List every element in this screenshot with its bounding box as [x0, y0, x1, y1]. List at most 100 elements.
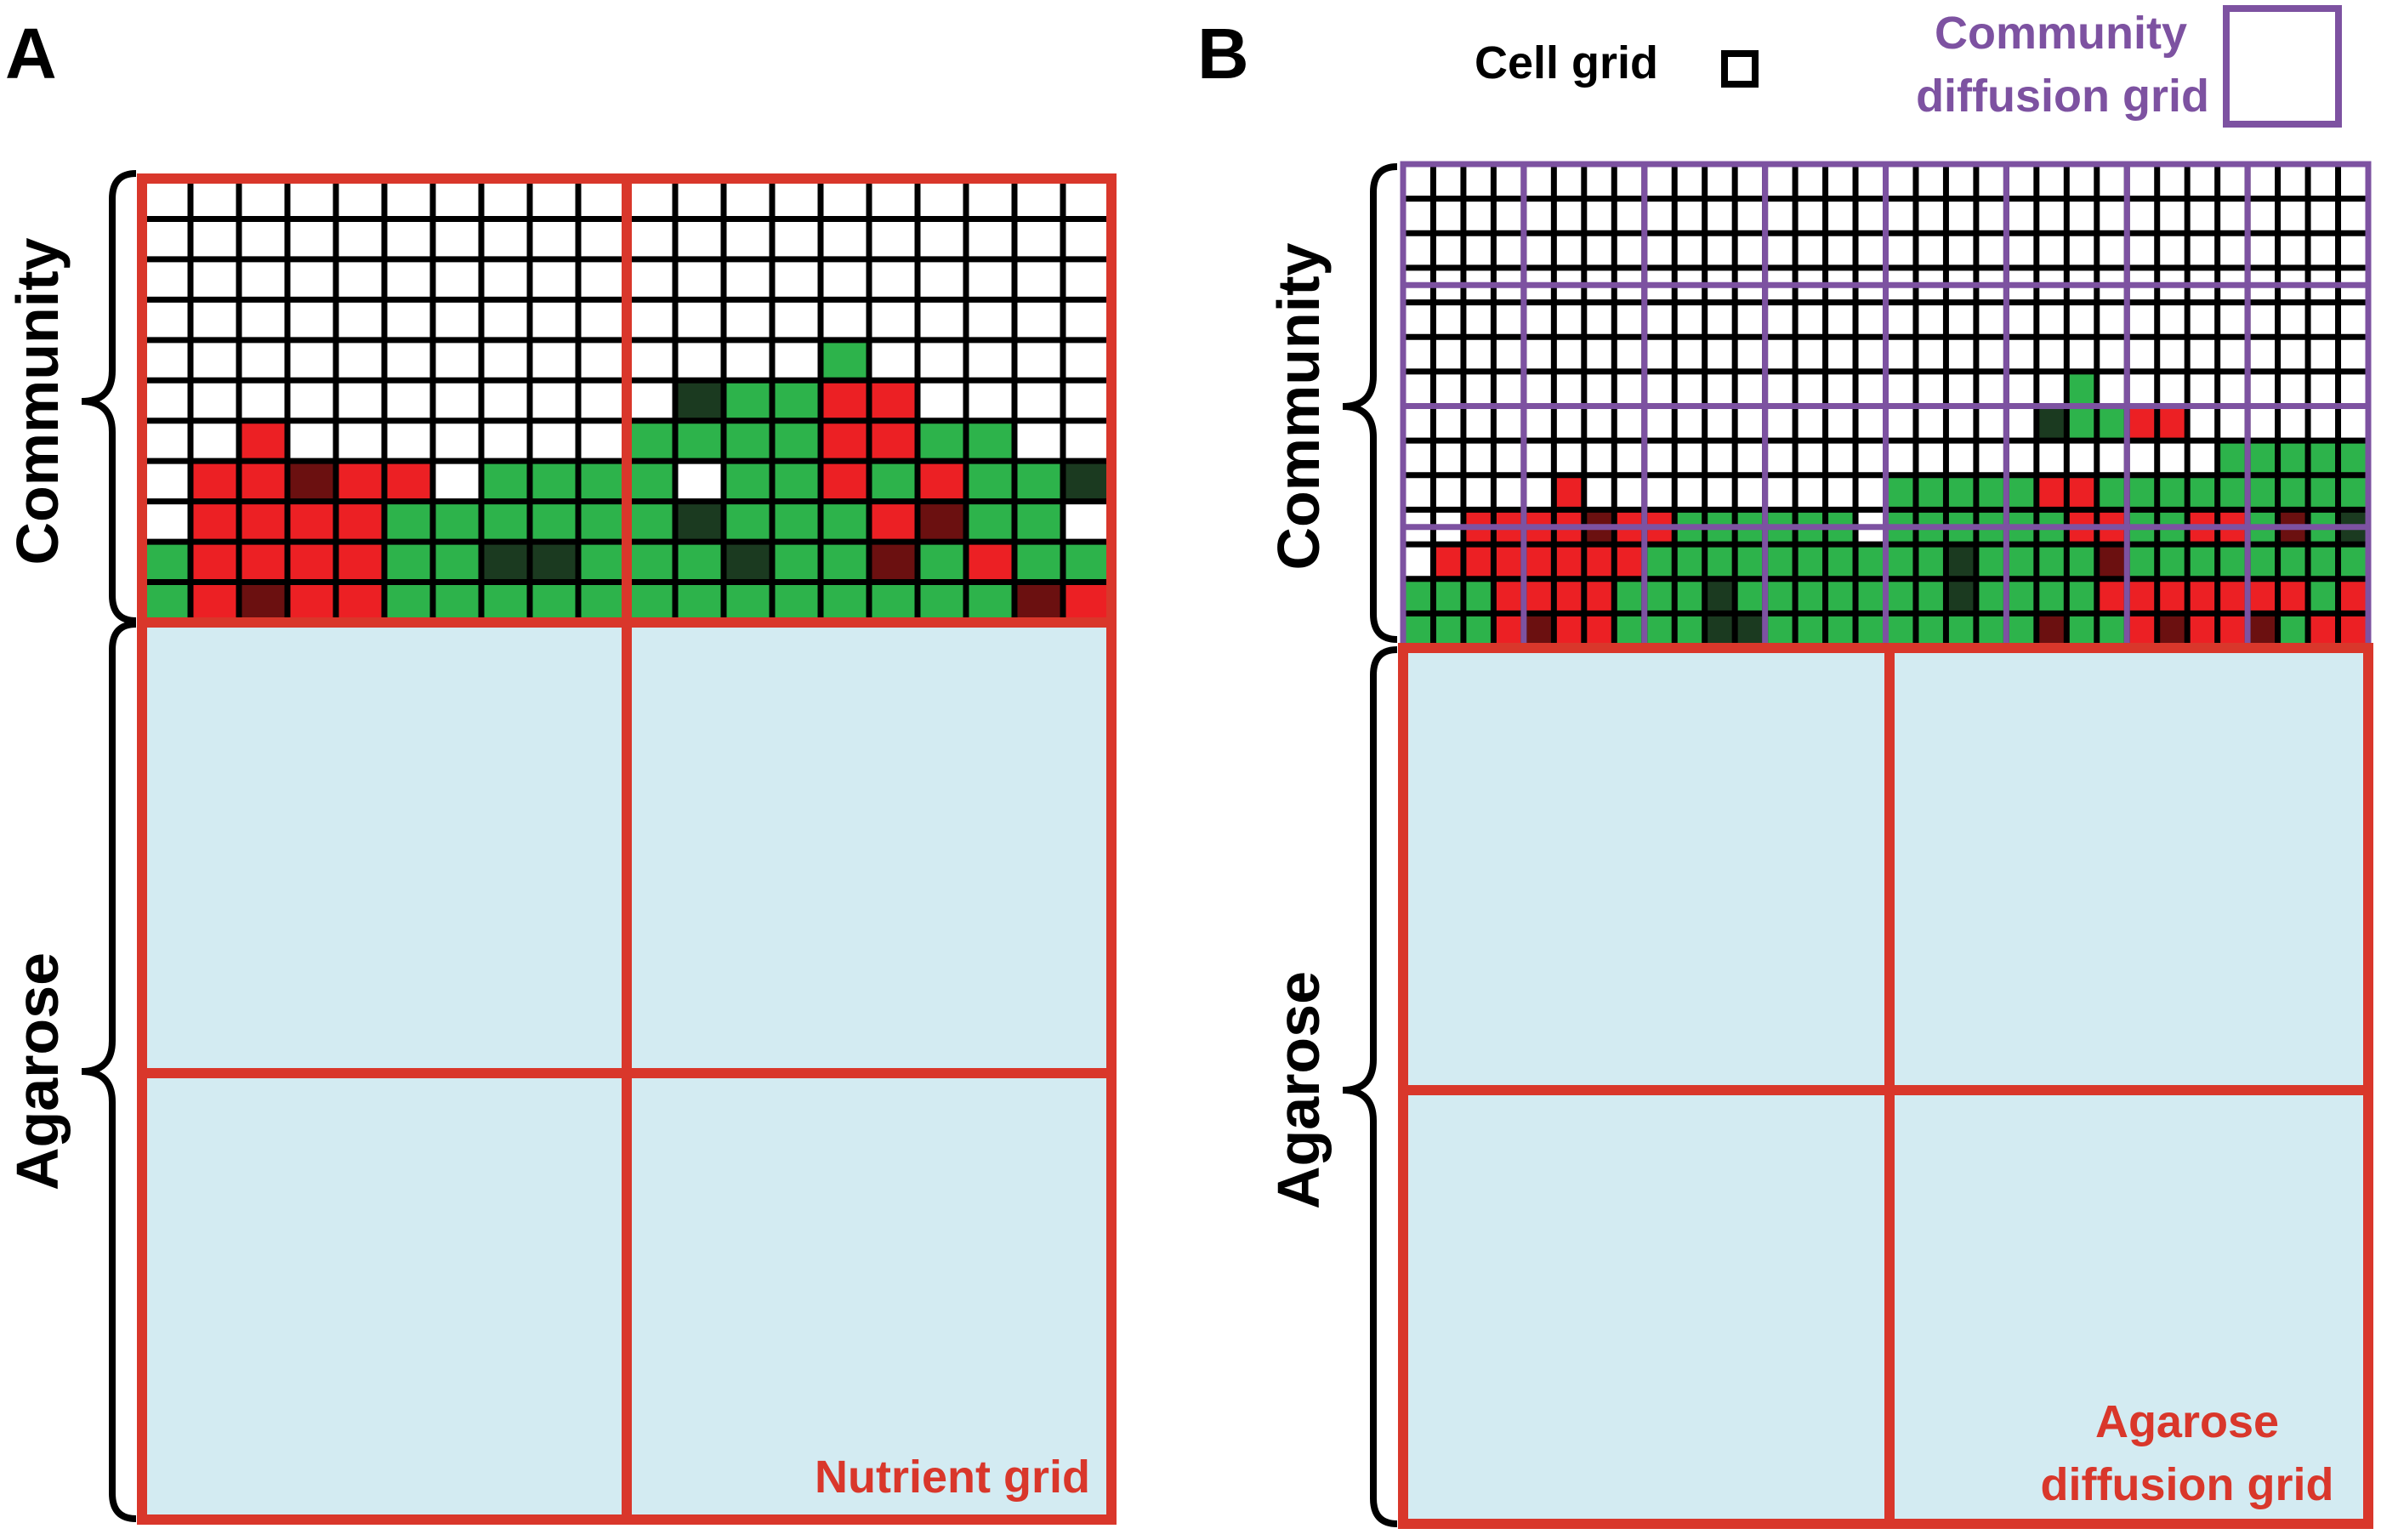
- green-cell: [1014, 461, 1063, 502]
- empty-cell: [1704, 406, 1736, 441]
- green-cell: [2308, 475, 2338, 510]
- empty-cell: [1463, 164, 1494, 199]
- empty-cell: [966, 219, 1014, 259]
- red-cell: [1614, 544, 1645, 579]
- empty-cell: [1644, 371, 1675, 406]
- dark-green-cell: [1704, 613, 1736, 648]
- green-cell: [2247, 475, 2278, 510]
- empty-cell: [821, 299, 869, 340]
- empty-cell: [1554, 233, 1584, 268]
- empty-cell: [675, 259, 724, 300]
- empty-cell: [2338, 164, 2368, 199]
- empty-cell: [1885, 440, 1916, 475]
- empty-cell: [1825, 406, 1856, 441]
- empty-cell: [627, 339, 675, 381]
- empty-cell: [1795, 337, 1826, 372]
- empty-cell: [1946, 233, 1976, 268]
- green-cell: [1764, 578, 1796, 614]
- empty-cell: [1554, 337, 1584, 372]
- panel-b-agarose-label: Agarose: [1265, 971, 1332, 1209]
- empty-cell: [1704, 198, 1736, 234]
- green-cell: [772, 582, 821, 622]
- empty-cell: [578, 219, 627, 259]
- dark-red-cell: [239, 582, 287, 622]
- green-cell: [1463, 613, 1494, 648]
- empty-cell: [1063, 259, 1111, 300]
- empty-cell: [530, 259, 578, 300]
- green-cell: [1674, 613, 1705, 648]
- empty-cell: [2187, 337, 2218, 372]
- empty-cell: [1403, 544, 1434, 579]
- red-cell: [2157, 578, 2188, 614]
- empty-cell: [1583, 475, 1615, 510]
- empty-cell: [239, 339, 287, 381]
- empty-cell: [918, 339, 966, 381]
- empty-cell: [1825, 475, 1856, 510]
- green-cell: [1975, 613, 2007, 648]
- empty-cell: [1644, 302, 1675, 338]
- dark-green-cell: [1063, 461, 1111, 502]
- empty-cell: [2277, 233, 2309, 268]
- green-cell: [1403, 578, 1434, 614]
- green-cell: [1614, 613, 1645, 648]
- empty-cell: [1433, 164, 1463, 199]
- green-cell: [384, 542, 433, 582]
- green-cell: [2187, 544, 2218, 579]
- empty-cell: [1825, 302, 1856, 338]
- green-cell: [2066, 371, 2097, 406]
- empty-cell: [1523, 302, 1554, 338]
- empty-cell: [2217, 371, 2248, 406]
- empty-cell: [1403, 337, 1434, 372]
- green-cell: [1825, 544, 1856, 579]
- green-cell: [2036, 544, 2067, 579]
- red-cell: [1554, 475, 1584, 510]
- green-cell: [1644, 544, 1675, 579]
- empty-cell: [287, 380, 336, 421]
- green-cell: [821, 339, 869, 381]
- empty-cell: [433, 179, 481, 219]
- green-cell: [675, 542, 724, 582]
- empty-cell: [1674, 233, 1705, 268]
- empty-cell: [2187, 406, 2218, 441]
- red-cell: [2127, 613, 2157, 648]
- empty-cell: [481, 380, 530, 421]
- red-cell: [239, 542, 287, 582]
- empty-cell: [433, 339, 481, 381]
- empty-cell: [1014, 259, 1063, 300]
- empty-cell: [2217, 337, 2248, 372]
- red-cell: [336, 501, 384, 543]
- empty-cell: [1795, 406, 1826, 441]
- green-cell: [1855, 613, 1886, 648]
- green-cell: [1795, 544, 1826, 579]
- empty-cell: [1795, 164, 1826, 199]
- dark-green-cell: [1946, 544, 1976, 579]
- green-cell: [2338, 475, 2368, 510]
- empty-cell: [1614, 337, 1645, 372]
- empty-cell: [1975, 198, 2007, 234]
- empty-cell: [2247, 198, 2278, 234]
- empty-cell: [918, 219, 966, 259]
- empty-cell: [578, 339, 627, 381]
- empty-cell: [2096, 440, 2128, 475]
- empty-cell: [1463, 440, 1494, 475]
- empty-cell: [2308, 302, 2338, 338]
- empty-cell: [2247, 164, 2278, 199]
- empty-cell: [1975, 302, 2007, 338]
- empty-cell: [918, 380, 966, 421]
- red-cell: [2066, 475, 2097, 510]
- empty-cell: [1825, 233, 1856, 268]
- red-cell: [287, 582, 336, 622]
- green-cell: [1014, 542, 1063, 582]
- green-cell: [2308, 440, 2338, 475]
- empty-cell: [2006, 406, 2037, 441]
- empty-cell: [1825, 198, 1856, 234]
- empty-cell: [2157, 440, 2188, 475]
- empty-cell: [1704, 302, 1736, 338]
- red-cell: [1493, 613, 1524, 648]
- empty-cell: [1583, 233, 1615, 268]
- red-cell: [287, 501, 336, 543]
- empty-cell: [481, 259, 530, 300]
- green-cell: [724, 582, 772, 622]
- empty-cell: [1885, 337, 1916, 372]
